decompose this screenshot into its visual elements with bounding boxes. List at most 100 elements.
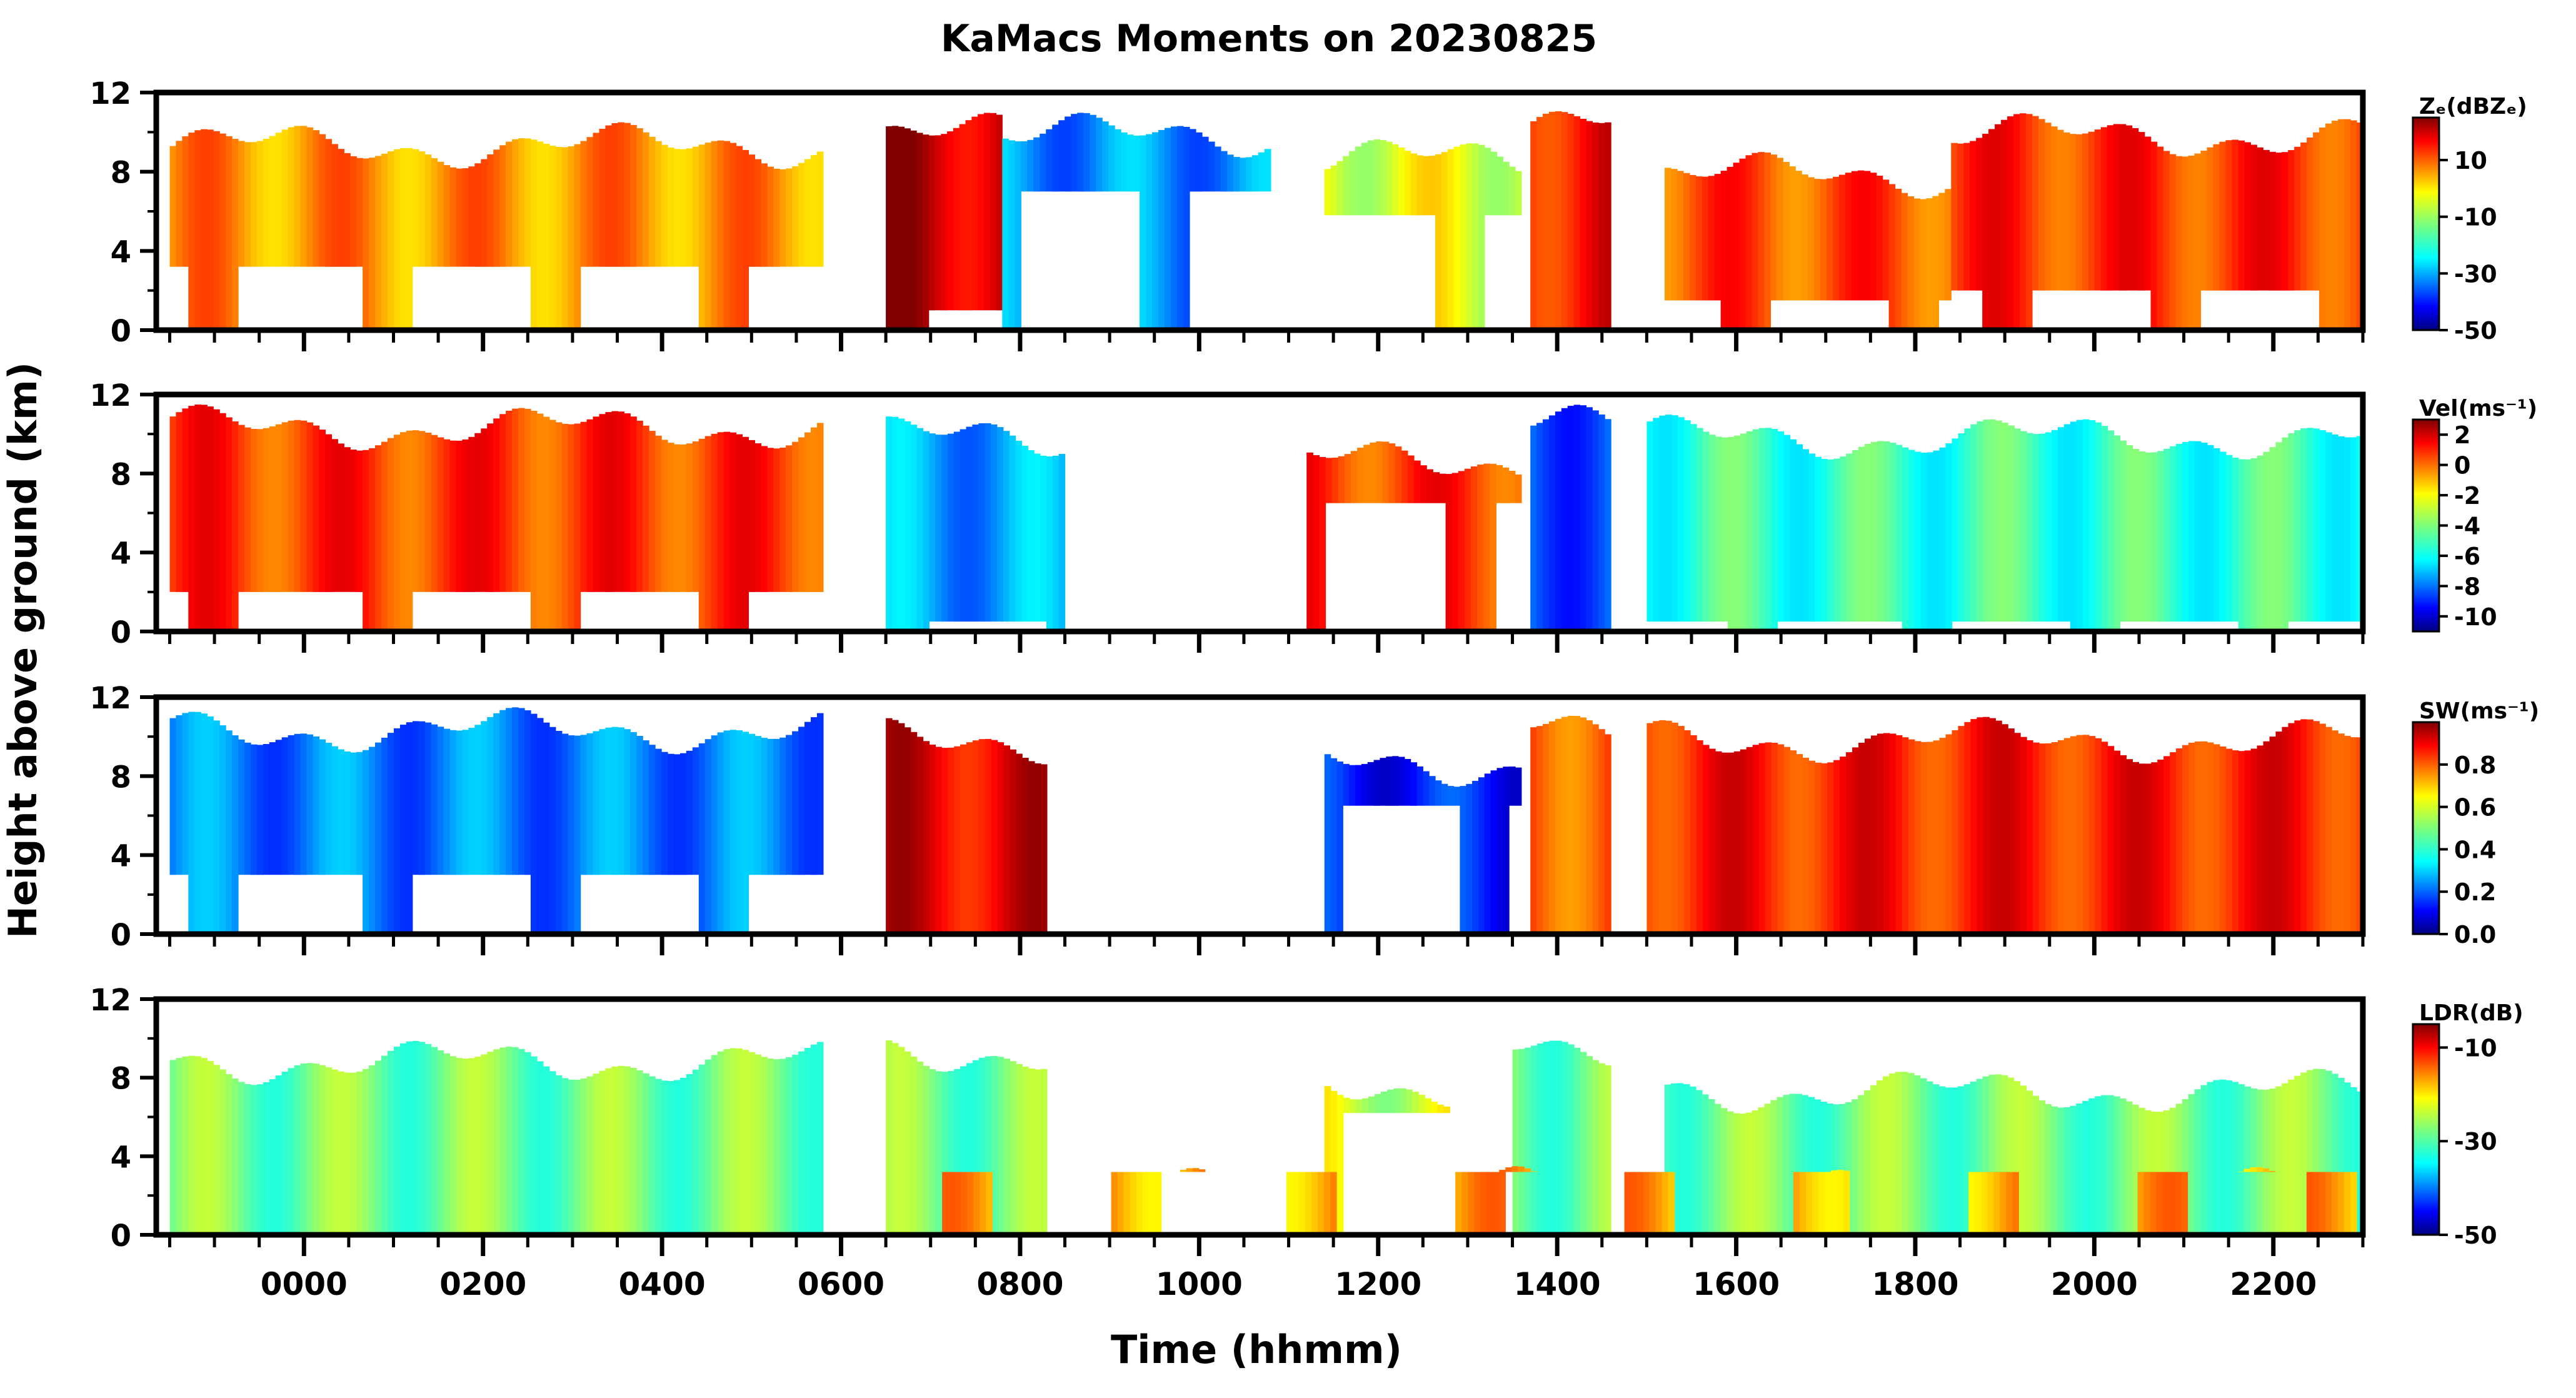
cloud-column (1908, 739, 1915, 934)
cloud-column (250, 1085, 258, 1235)
cloud-column (2225, 455, 2233, 622)
cloud-column (910, 130, 917, 330)
cloud-column (2275, 153, 2282, 291)
cloud-column (344, 153, 351, 267)
cloud-column (1580, 1052, 1587, 1235)
cloud-column (1605, 419, 1611, 631)
colorbar-label: SW(ms⁻¹) (2419, 698, 2539, 724)
cloud-column (294, 420, 301, 592)
cloud-column (524, 408, 531, 592)
cloud-column (786, 168, 793, 267)
cloud-column (1701, 176, 1709, 301)
cloud-column (1511, 1166, 1518, 1172)
cloud-column (2070, 1105, 2077, 1235)
cloud-column (269, 742, 276, 875)
cloud-column (1343, 1097, 1350, 1114)
cloud-column (188, 712, 195, 934)
cloud-column (948, 1172, 955, 1235)
colorbar-gradient (2412, 1023, 2440, 1236)
cloud-column (1330, 1172, 1337, 1235)
cloud-column (543, 722, 550, 934)
cloud-column (2082, 133, 2089, 291)
cloud-column (1983, 420, 1990, 622)
cloud-column (2344, 437, 2351, 622)
cloud-column (1945, 443, 1953, 631)
cloud-column (649, 1076, 656, 1235)
cloud-column (1808, 453, 1815, 622)
cloud-column (1077, 113, 1084, 192)
cloud-column (1058, 454, 1066, 631)
cloud-column (1920, 1078, 1927, 1235)
cloud-column (1646, 421, 1653, 622)
cloud-column (959, 124, 966, 311)
cloud-column (1096, 118, 1103, 192)
cloud-column (779, 448, 786, 592)
y-tick-label: 0 (111, 314, 131, 349)
cloud-column (1258, 152, 1265, 192)
cloud-column (2169, 154, 2177, 330)
cloud-column (2007, 116, 2014, 330)
cloud-column (736, 146, 743, 330)
cloud-column (692, 146, 699, 267)
cloud-column (1752, 745, 1760, 934)
cloud-column (474, 725, 481, 875)
cloud-column (605, 727, 612, 875)
cloud-column (1471, 466, 1478, 631)
cloud-column (1605, 734, 1611, 934)
cloud-column (313, 425, 320, 592)
cloud-column (393, 728, 401, 934)
cloud-column (1443, 1106, 1450, 1114)
cloud-column (2338, 733, 2345, 934)
cloud-column (1701, 1094, 1709, 1235)
cloud-column (169, 146, 177, 267)
cloud-column (543, 1066, 550, 1235)
cloud-column (1536, 117, 1543, 330)
cloud-column (2325, 1172, 2332, 1235)
cloud-column (1567, 114, 1575, 330)
cloud-column (331, 439, 338, 592)
cloud-column (1008, 140, 1015, 330)
cloud-column (1010, 749, 1016, 934)
cloud-column (1083, 113, 1090, 192)
cloud-column (767, 448, 774, 592)
cloud-column (1108, 125, 1115, 192)
cloud-column (2012, 1172, 2019, 1235)
cloud-column (2325, 432, 2332, 622)
cloud-column (194, 1056, 201, 1235)
cloud-column (2013, 1081, 2021, 1235)
cloud-column (1373, 139, 1380, 216)
cloud-column (798, 1051, 805, 1235)
cloud-column (630, 416, 637, 592)
cloud-column (605, 125, 612, 267)
cloud-column (960, 1066, 967, 1235)
cloud-column (2082, 1100, 2089, 1235)
cloud-column (536, 141, 544, 330)
cloud-column (1846, 752, 1853, 934)
cloud-column (1777, 1097, 1784, 1235)
cloud-column (1016, 1064, 1023, 1235)
cloud-column (424, 722, 432, 875)
cloud-column (456, 440, 463, 592)
cloud-column (1777, 431, 1785, 622)
cloud-column (2338, 1077, 2345, 1235)
cloud-column (306, 734, 314, 875)
cloud-column (1727, 436, 1735, 631)
cloud-column (1264, 149, 1271, 192)
cloud-column (1338, 456, 1345, 503)
cloud-column (1429, 156, 1436, 216)
cloud-column (574, 735, 581, 934)
cloud-column (1127, 134, 1134, 192)
cloud-column (948, 1071, 955, 1235)
cloud-column (1580, 717, 1586, 934)
cloud-column (2156, 1172, 2163, 1235)
cloud-column (2250, 1167, 2257, 1172)
cloud-column (2350, 737, 2357, 934)
cloud-column (1183, 126, 1190, 330)
colorbar-tick-label: 0.8 (2454, 752, 2496, 779)
cloud-column (1429, 776, 1436, 806)
cloud-column (2263, 741, 2270, 934)
cloud-column (418, 431, 426, 592)
cloud-column (624, 123, 631, 267)
cloud-column (698, 144, 706, 330)
cloud-column (1668, 1172, 1675, 1235)
